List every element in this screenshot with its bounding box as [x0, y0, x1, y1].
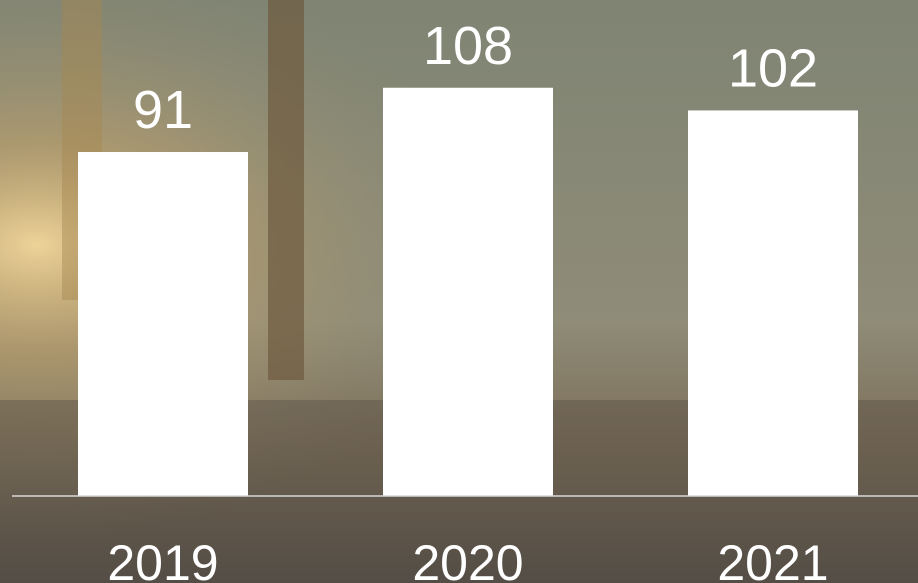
- bar: [688, 110, 858, 496]
- x-tick-label: 2021: [717, 535, 828, 583]
- data-label: 91: [133, 80, 193, 140]
- chart: 91 2019 108 2020 102 2021: [0, 0, 918, 583]
- x-tick-label: 2019: [107, 535, 218, 583]
- bar: [383, 88, 553, 496]
- x-tick-label: 2020: [412, 535, 523, 583]
- data-label: 102: [728, 38, 818, 98]
- pole: [268, 0, 304, 380]
- page: 91201910820201022021 (() => { const data…: [0, 0, 918, 583]
- bar: [78, 152, 248, 496]
- data-label: 108: [423, 16, 513, 76]
